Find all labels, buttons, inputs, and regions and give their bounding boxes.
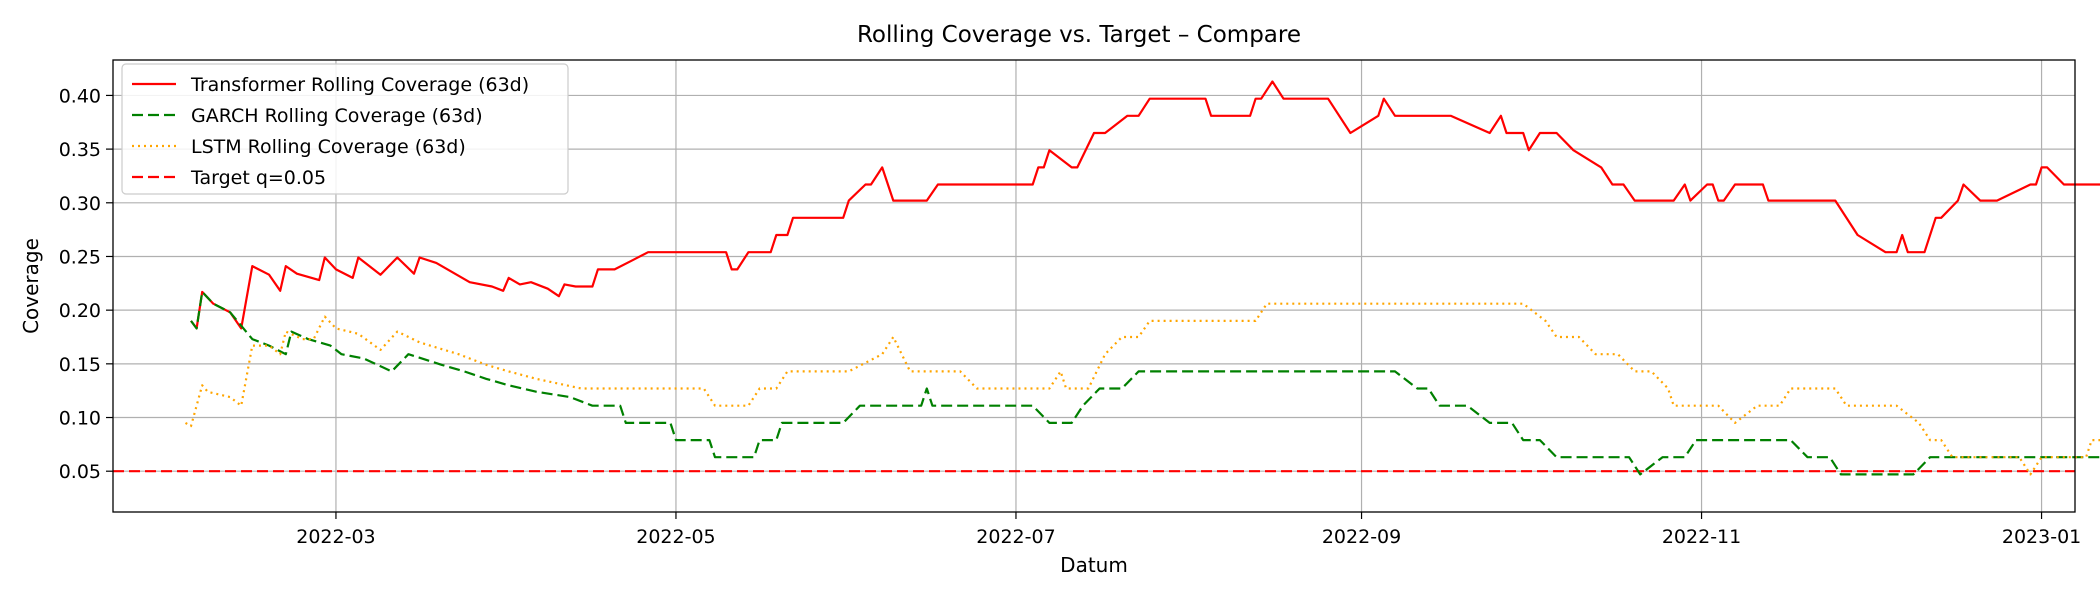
series-layer	[184, 80, 2100, 476]
y-tick-label: 0.15	[59, 354, 101, 376]
y-axis-label: Coverage	[19, 238, 43, 334]
legend-label: Transformer Rolling Coverage (63d)	[190, 74, 529, 96]
x-axis-ticks: 2022-03 2022-05 2022-07 2022-09 2022-11 2023-…	[296, 512, 2081, 548]
y-tick-label: 0.40	[59, 85, 101, 107]
x-tick-label: 2022-11	[1662, 526, 1741, 548]
legend-label: Target q=0.05	[190, 167, 326, 189]
legend: Transformer Rolling Coverage (63d) GARCH …	[121, 63, 569, 195]
series-line-2	[190, 290, 2100, 476]
x-tick-label: 2022-07	[976, 526, 1055, 548]
plot-frame	[112, 59, 2076, 513]
series-line-1	[190, 80, 2100, 330]
x-tick-label: 2023-01	[2002, 526, 2081, 548]
y-tick-label: 0.20	[59, 300, 101, 322]
x-tick-label: 2022-09	[1322, 526, 1401, 548]
chart-title: Rolling Coverage vs. Target – Compare	[857, 22, 1301, 48]
x-axis-label: Datum	[1060, 553, 1128, 577]
y-axis-ticks: 0.05 0.10 0.15 0.20 0.25 0.30 0.35 0.40	[59, 85, 113, 483]
y-tick-label: 0.10	[59, 408, 101, 430]
x-tick-label: 2022-05	[636, 526, 715, 548]
y-tick-label: 0.30	[59, 193, 101, 215]
series-line-3	[184, 302, 2100, 476]
legend-box	[121, 63, 569, 195]
legend-label: GARCH Rolling Coverage (63d)	[191, 105, 483, 127]
y-tick-label: 0.35	[59, 139, 101, 161]
y-tick-label: 0.25	[59, 246, 101, 268]
x-tick-label: 2022-03	[296, 526, 375, 548]
legend-label: LSTM Rolling Coverage (63d)	[191, 136, 466, 158]
y-tick-label: 0.05	[59, 461, 101, 483]
